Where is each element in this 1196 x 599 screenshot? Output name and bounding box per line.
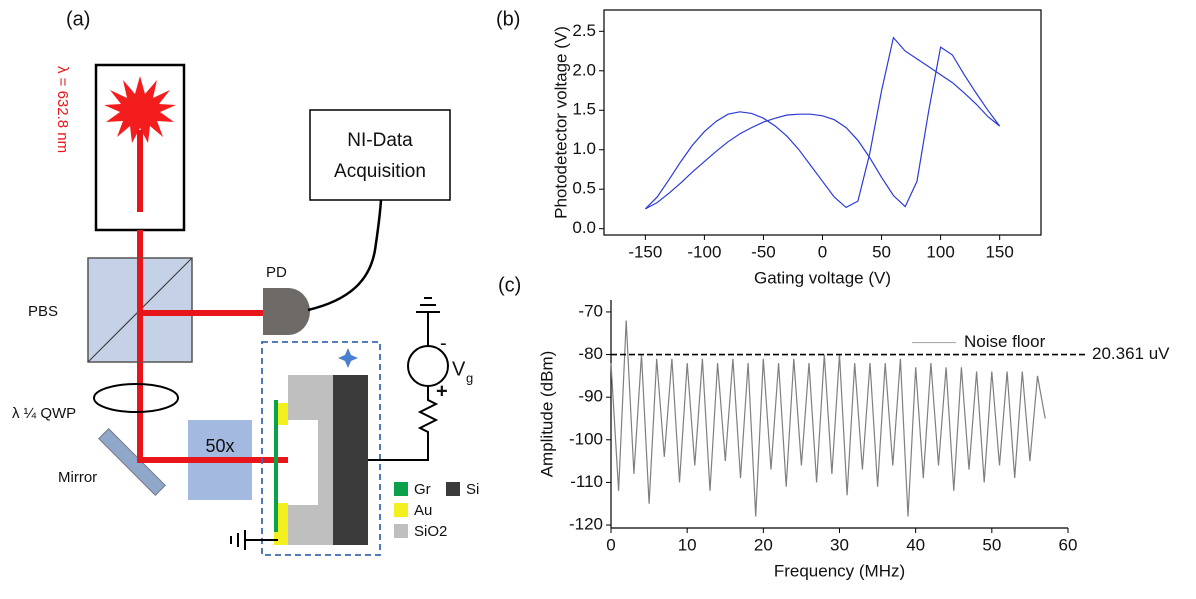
y-tick-label: -110 [570,472,603,491]
y-tick-label: 1.5 [572,100,596,119]
device-box [261,341,381,556]
y-tick-label: -80 [578,344,603,363]
x-tick-label: 20 [754,535,773,554]
x-tick-label: 10 [678,535,697,554]
daq-label: NI-Data [347,130,413,151]
legend-label: SiO2 [414,523,447,540]
y-tick-label: 2.0 [572,60,596,79]
panel-label: (c) [498,274,521,296]
x-tick-label: 50 [872,242,891,261]
x-tick-label: 150 [985,242,1013,261]
y-axis-title: Photodetector voltage (V) [551,26,570,219]
plot-frame [603,9,1042,236]
x-tick-label: 100 [926,242,954,261]
y-tick-label: 1.0 [572,139,596,158]
cavity [288,420,318,505]
x-tick-label: 0 [606,535,615,554]
daq-box [309,109,451,201]
y-tick-label: -70 [578,301,603,320]
y-tick-label: -100 [569,429,603,448]
photodetector [263,288,311,335]
pd-label: PD [266,264,287,281]
x-tick-label: -100 [687,242,721,261]
y-tick-label: -90 [578,387,603,406]
y-tick-label: 0.5 [572,179,596,198]
x-tick-label: 60 [1059,535,1078,554]
y-tick-label: 0.0 [572,218,596,237]
legend-swatch [394,503,408,517]
cable [307,199,383,312]
stage-icon [338,348,358,368]
laser-star [104,76,176,143]
x-tick-label: 40 [906,535,925,554]
legend-swatch [394,524,408,538]
daq-label: Acquisition [334,161,426,182]
plus: + [436,380,448,402]
qwp [93,383,179,413]
legend-swatch [394,482,408,496]
x-tick-label: -50 [751,242,776,261]
x-axis-title: Frequency (MHz) [774,561,905,580]
x-tick-label: 0 [818,242,827,261]
x-axis-title: Gating voltage (V) [754,268,891,287]
y-axis-title: Amplitude (dBm) [537,351,556,478]
qwp-label: λ ¼ QWP [12,405,76,422]
mirror [98,428,166,496]
legend-label: Si [466,481,479,498]
data-line [644,36,1001,210]
y-tick-label: -120 [569,515,603,534]
objective-label: 50x [205,436,234,456]
wire [368,386,439,461]
x-tick-label: 50 [982,535,1001,554]
y-tick-label: 2.5 [572,21,596,40]
data-line [610,320,1046,517]
panel-label: (b) [496,8,520,30]
laser-label: λ = 632.8 nm [54,66,71,153]
legend-label: Gr [414,481,431,498]
noise-floor-label: Noise floor [964,332,1046,351]
minus: - [440,332,447,354]
x-tick-label: 30 [830,535,849,554]
si [333,375,368,545]
pbs-label: PBS [28,303,58,320]
panel-label: (a) [66,8,90,30]
vg-sub: g [466,370,473,385]
legend-swatch [446,482,460,496]
mirror-label: Mirror [58,469,97,486]
x-tick-label: -150 [628,242,662,261]
noise-floor-note: 20.361 uV [1092,344,1170,363]
legend-label: Au [414,502,432,519]
vg-label: V [452,358,466,380]
